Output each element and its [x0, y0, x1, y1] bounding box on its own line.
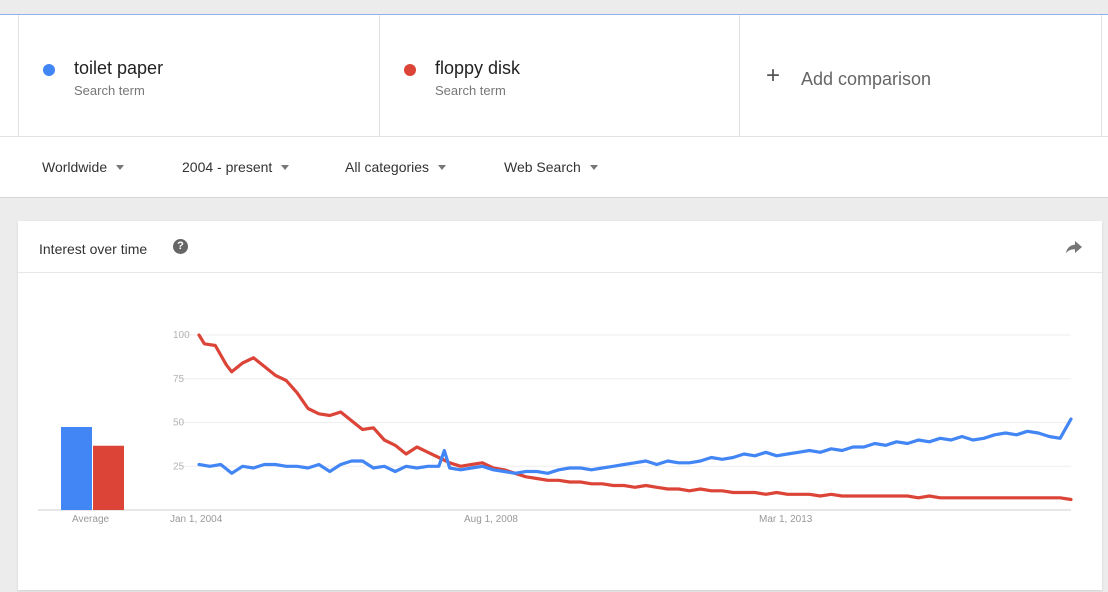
y-tick-label: 75: [173, 374, 185, 385]
x-tick-label: Jan 1, 2004: [170, 514, 223, 525]
y-tick-label: 25: [173, 461, 185, 472]
plus-icon: +: [766, 62, 781, 89]
share-arrow-icon[interactable]: [1064, 237, 1084, 257]
term-name: toilet paper: [74, 58, 164, 78]
help-icon[interactable]: ?: [173, 239, 188, 254]
card-header: Interest over time ?: [18, 221, 1102, 273]
caret-down-icon: [116, 165, 125, 170]
filter-bar: Worldwide 2004 - present All categories …: [0, 137, 1108, 198]
top-accent-line: [0, 14, 1108, 15]
category-filter-label: All categories: [345, 159, 430, 175]
interest-over-time-card: Interest over time ? 100 75 50 25 Jan 1, 200…: [18, 221, 1102, 590]
average-label: Average: [72, 514, 110, 525]
region-filter-label: Worldwide: [42, 159, 108, 175]
category-filter-dropdown[interactable]: All categories: [345, 159, 447, 175]
property-filter-label: Web Search: [504, 159, 581, 175]
caret-down-icon: [281, 165, 290, 170]
add-comparison-button[interactable]: + Add comparison: [740, 15, 1102, 136]
time-filter-label: 2004 - present: [182, 159, 273, 175]
term-subtitle: Search term: [435, 83, 506, 98]
interest-chart: 100 75 50 25 Jan 1, 2004 Aug 1, 2008 Mar 1, 20…: [38, 330, 1073, 525]
caret-down-icon: [438, 165, 447, 170]
average-bar: [93, 445, 124, 510]
x-tick-label: Mar 1, 2013: [759, 514, 813, 525]
series-line: [197, 333, 1073, 502]
term-subtitle: Search term: [74, 83, 145, 98]
blue-dot-icon: [43, 64, 55, 76]
card-title: Interest over time: [39, 241, 148, 257]
property-filter-dropdown[interactable]: Web Search: [504, 159, 598, 175]
term-card-toilet-paper[interactable]: toilet paper Search term: [18, 15, 380, 136]
red-dot-icon: [404, 64, 416, 76]
y-tick-label: 50: [173, 418, 185, 429]
caret-down-icon: [589, 165, 598, 170]
time-filter-dropdown[interactable]: 2004 - present: [182, 159, 290, 175]
y-tick-label: 100: [173, 330, 190, 341]
comparison-bar: toilet paper Search term floppy disk Sea…: [0, 15, 1108, 137]
term-card-floppy-disk[interactable]: floppy disk Search term: [380, 15, 740, 136]
region-filter-dropdown[interactable]: Worldwide: [42, 159, 125, 175]
x-tick-label: Aug 1, 2008: [464, 514, 518, 525]
average-bar: [61, 426, 92, 510]
term-name: floppy disk: [435, 58, 521, 78]
add-comparison-label: Add comparison: [801, 69, 932, 89]
series-line: [197, 417, 1073, 475]
